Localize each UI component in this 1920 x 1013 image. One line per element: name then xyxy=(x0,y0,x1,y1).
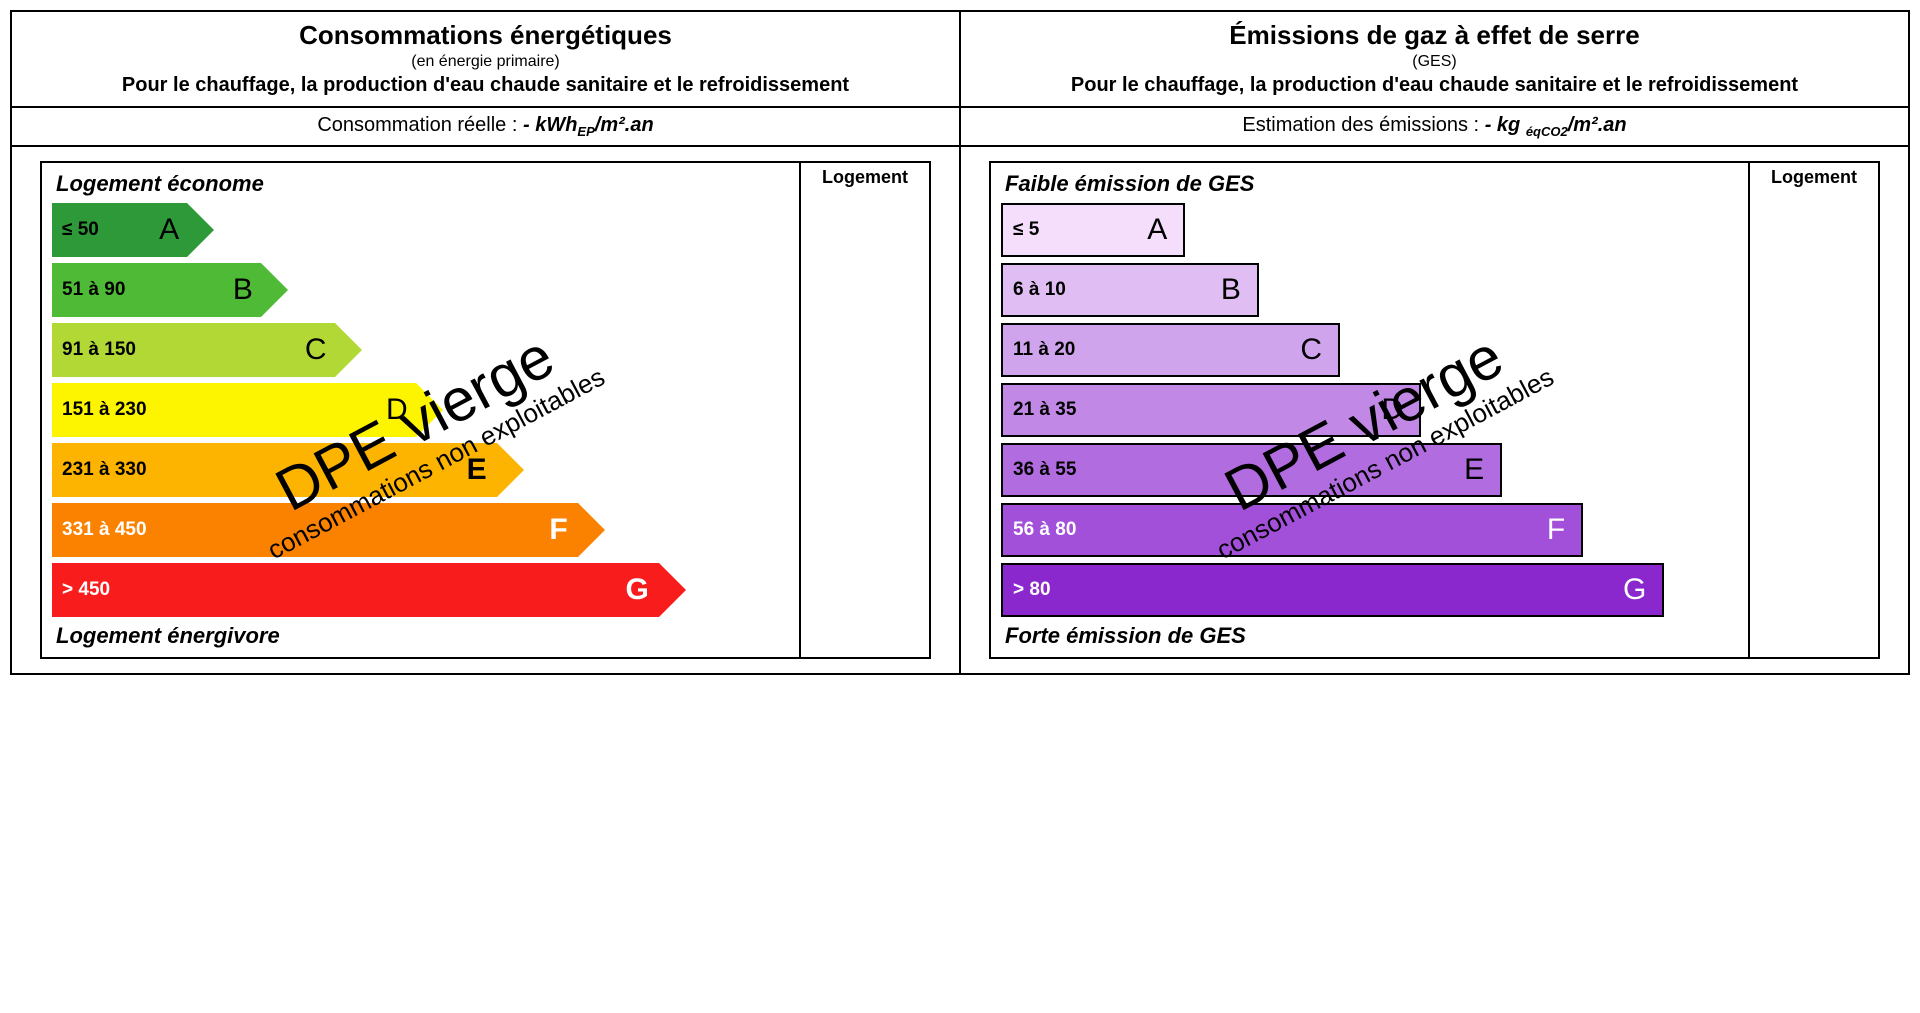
energy-title: Consommations énergétiques xyxy=(32,20,939,51)
ges-bar-letter: A xyxy=(1147,213,1167,247)
energy-bar-f: 331 à 450 F xyxy=(52,503,789,557)
energy-panel: Consommations énergétiques (en énergie p… xyxy=(12,12,961,673)
energy-subtitle1: (en énergie primaire) xyxy=(32,53,939,71)
ges-bar-range: 6 à 10 xyxy=(1013,279,1066,301)
energy-bar-letter: D xyxy=(386,393,408,427)
ges-bar-range: 11 à 20 xyxy=(1013,339,1075,361)
ges-measure-row: Estimation des émissions : - kg éqCO2/m²… xyxy=(961,108,1908,147)
ges-logement-column: Logement xyxy=(1748,163,1878,657)
energy-bar-g: > 450 G xyxy=(52,563,789,617)
ges-scale-top: Faible émission de GES xyxy=(1005,171,1738,197)
energy-bar-range: 51 à 90 xyxy=(62,279,125,301)
ges-bar-letter: B xyxy=(1221,273,1241,307)
ges-bar-b: 6 à 10 B xyxy=(1001,263,1738,317)
dpe-container: Consommations énergétiques (en énergie p… xyxy=(10,10,1910,675)
ges-header: Émissions de gaz à effet de serre (GES) … xyxy=(961,12,1908,108)
energy-header: Consommations énergétiques (en énergie p… xyxy=(12,12,959,108)
ges-measure-label: Estimation des émissions : xyxy=(1242,114,1484,136)
ges-chart-box: Faible émission de GES ≤ 5 A 6 à 10 B 11 à 2… xyxy=(989,161,1880,659)
energy-bar-letter: E xyxy=(467,453,487,487)
ges-bar-range: > 80 xyxy=(1013,579,1051,601)
ges-bar-e: 36 à 55 E xyxy=(1001,443,1738,497)
ges-bar-range: 36 à 55 xyxy=(1013,459,1076,481)
ges-bar-letter: G xyxy=(1623,573,1646,607)
energy-bar-range: 231 à 330 xyxy=(62,459,147,481)
ges-bar-range: 21 à 35 xyxy=(1013,399,1076,421)
ges-bar-f: 56 à 80 F xyxy=(1001,503,1738,557)
ges-title: Émissions de gaz à effet de serre xyxy=(981,20,1888,51)
ges-bar-letter: E xyxy=(1464,453,1484,487)
energy-bar-range: > 450 xyxy=(62,579,110,601)
energy-bar-c: 91 à 150 C xyxy=(52,323,789,377)
energy-logement-column: Logement xyxy=(799,163,929,657)
ges-bar-g: > 80 G xyxy=(1001,563,1738,617)
energy-measure-row: Consommation réelle : - kWhEP/m².an xyxy=(12,108,959,147)
ges-bar-a: ≤ 5 A xyxy=(1001,203,1738,257)
energy-bar-b: 51 à 90 B xyxy=(52,263,789,317)
energy-logement-header: Logement xyxy=(822,167,908,187)
energy-bar-letter: C xyxy=(305,333,327,367)
energy-bar-letter: B xyxy=(233,273,253,307)
ges-scale-bottom: Forte émission de GES xyxy=(1005,623,1738,649)
energy-bar-range: 151 à 230 xyxy=(62,399,147,421)
energy-scale-bottom: Logement énergivore xyxy=(56,623,789,649)
energy-bars-column: Logement économe ≤ 50 A 51 à 90 B 91 à 150 C 1… xyxy=(42,163,799,657)
ges-chart-wrap: Faible émission de GES ≤ 5 A 6 à 10 B 11 à 2… xyxy=(961,147,1908,673)
ges-subtitle2: Pour le chauffage, la production d'eau c… xyxy=(981,73,1888,98)
ges-panel: Émissions de gaz à effet de serre (GES) … xyxy=(961,12,1908,673)
ges-logement-header: Logement xyxy=(1771,167,1857,187)
ges-bar-letter: F xyxy=(1547,513,1565,547)
ges-measure-value: - kg éqCO2/m².an xyxy=(1485,114,1627,136)
energy-bar-range: 331 à 450 xyxy=(62,519,147,541)
energy-chart-box: Logement économe ≤ 50 A 51 à 90 B 91 à 150 C 1… xyxy=(40,161,931,659)
energy-bar-range: ≤ 50 xyxy=(62,219,99,241)
ges-bar-letter: C xyxy=(1300,333,1322,367)
ges-bar-range: ≤ 5 xyxy=(1013,219,1039,241)
ges-bar-range: 56 à 80 xyxy=(1013,519,1076,541)
energy-bar-a: ≤ 50 A xyxy=(52,203,789,257)
energy-bar-d: 151 à 230 D xyxy=(52,383,789,437)
ges-subtitle1: (GES) xyxy=(981,53,1888,71)
energy-bar-letter: F xyxy=(549,513,567,547)
energy-chart-wrap: Logement économe ≤ 50 A 51 à 90 B 91 à 150 C 1… xyxy=(12,147,959,673)
ges-bar-d: 21 à 35 D xyxy=(1001,383,1738,437)
energy-measure-value: - kWhEP/m².an xyxy=(523,114,654,136)
energy-bar-letter: A xyxy=(159,213,179,247)
ges-bar-letter: D xyxy=(1381,393,1403,427)
energy-measure-label: Consommation réelle : xyxy=(317,114,523,136)
energy-subtitle2: Pour le chauffage, la production d'eau c… xyxy=(32,73,939,98)
energy-bar-range: 91 à 150 xyxy=(62,339,136,361)
ges-bars-column: Faible émission de GES ≤ 5 A 6 à 10 B 11 à 2… xyxy=(991,163,1748,657)
ges-bar-c: 11 à 20 C xyxy=(1001,323,1738,377)
energy-scale-top: Logement économe xyxy=(56,171,789,197)
energy-bar-letter: G xyxy=(625,573,648,607)
energy-bar-e: 231 à 330 E xyxy=(52,443,789,497)
